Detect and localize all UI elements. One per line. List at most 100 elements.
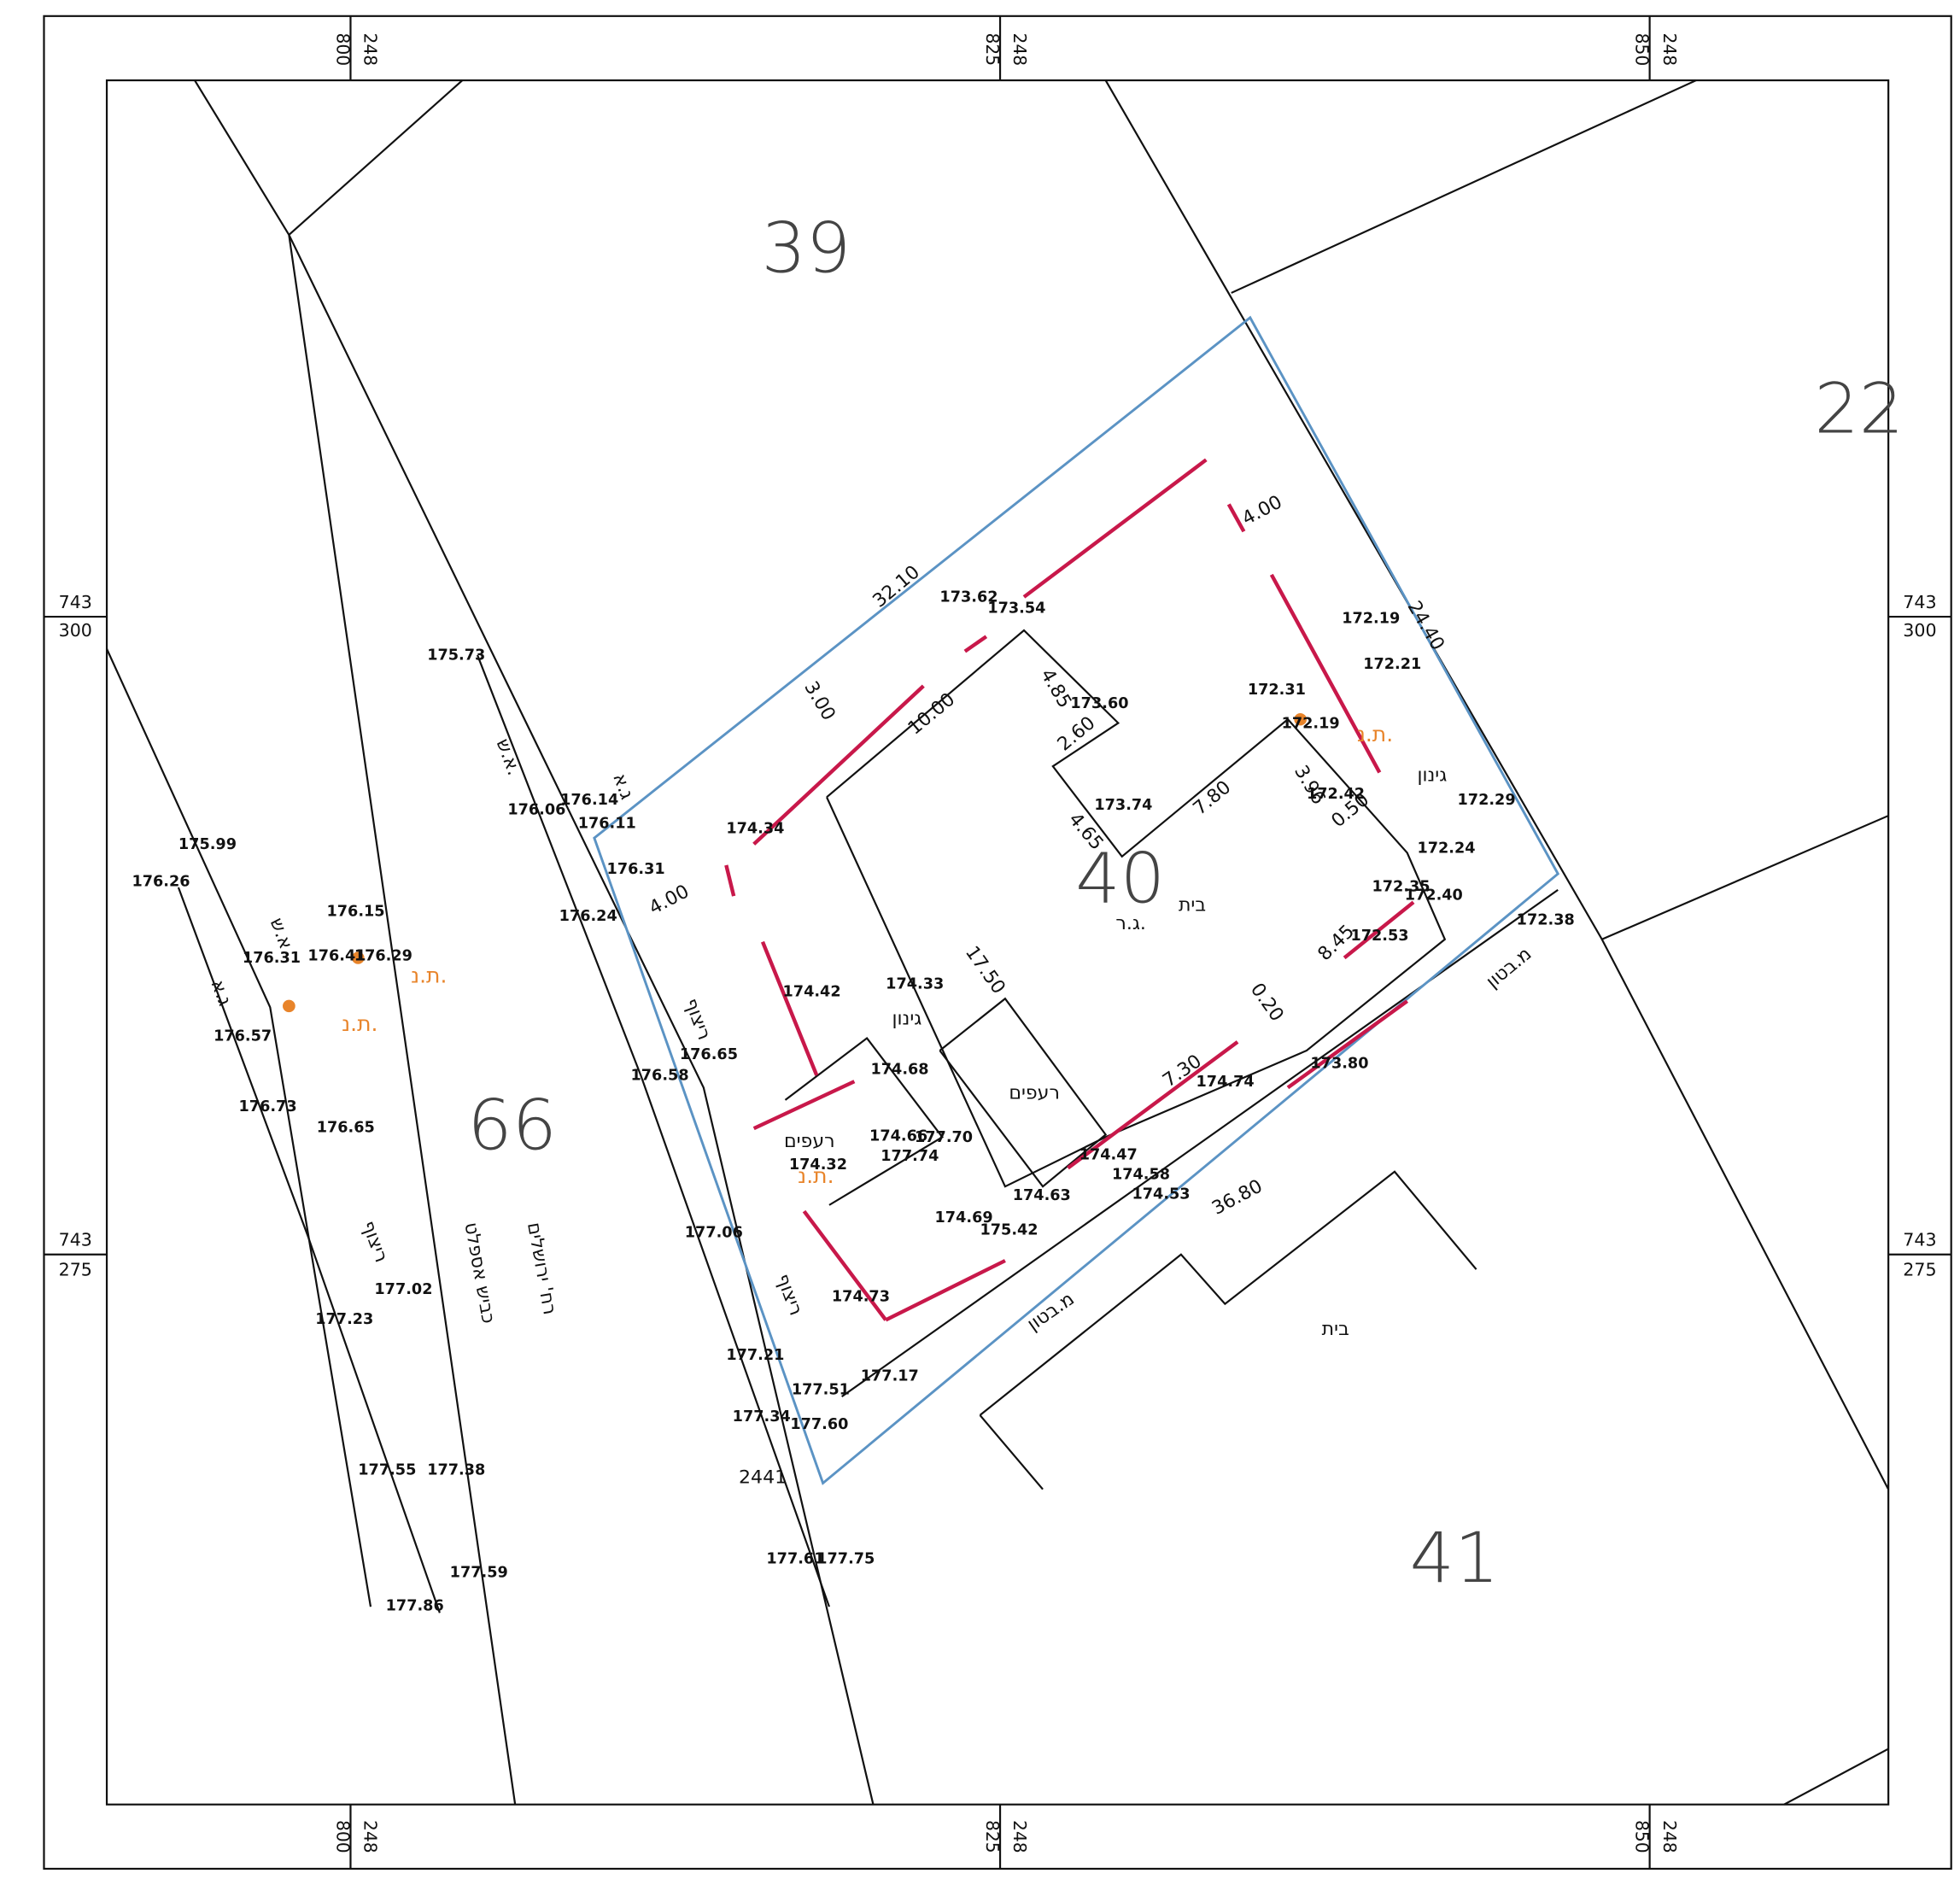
elevation: 172.21 <box>1363 656 1421 673</box>
elevation: 174.74 <box>1196 1074 1255 1091</box>
parcel-number: 39 <box>762 208 851 289</box>
elevation: 175.73 <box>427 647 485 664</box>
elevation: 177.23 <box>315 1311 373 1328</box>
elevation: 176.11 <box>578 816 636 833</box>
elevation: 177.21 <box>726 1347 784 1364</box>
elevation: 173.80 <box>1310 1055 1368 1072</box>
grid-label: 300 <box>59 620 92 641</box>
elevation: 173.62 <box>939 589 998 606</box>
elevation: 177.38 <box>427 1461 485 1478</box>
dimension: 32.10 <box>869 562 924 612</box>
survey-points <box>283 712 1307 1013</box>
grid-label: 800 <box>332 1820 353 1853</box>
elevation: 176.65 <box>317 1120 375 1137</box>
elevation: 172.35 <box>1372 878 1431 895</box>
marker-label: ת.נ. <box>411 963 447 988</box>
elevation: 177.17 <box>861 1367 919 1385</box>
grid-ticks <box>44 15 1951 1869</box>
elevation: 177.86 <box>386 1598 444 1615</box>
marker-label: ת.נ. <box>798 1163 834 1188</box>
parcel-boundary <box>593 315 1560 1485</box>
elevation: 176.31 <box>607 861 665 878</box>
elevation: 174.68 <box>871 1062 929 1079</box>
elevation: 177.74 <box>881 1148 939 1165</box>
elevation: 177.51 <box>792 1381 850 1398</box>
elevation: 172.19 <box>1342 610 1400 627</box>
dimension: 17.50 <box>961 942 1009 998</box>
grid-label: 248 <box>360 1820 381 1853</box>
elevation: 173.74 <box>1094 797 1152 814</box>
map-label: בית <box>1179 895 1206 916</box>
elevation: 174.63 <box>1013 1187 1071 1204</box>
grid-label: 275 <box>59 1260 92 1280</box>
elevation: 177.70 <box>915 1129 973 1146</box>
elevation: 174.69 <box>935 1209 993 1227</box>
dimension: 36.80 <box>1208 1176 1267 1220</box>
grid-label: 743 <box>59 592 92 612</box>
grid-label: 800 <box>332 33 353 67</box>
grid-label: 850 <box>1631 33 1652 67</box>
elevation: 174.58 <box>1112 1167 1170 1184</box>
outer-frame <box>43 15 1952 1871</box>
elevation: 174.32 <box>789 1156 847 1174</box>
dimension: 4.85 <box>1036 665 1075 711</box>
elevation: 174.34 <box>726 820 784 837</box>
grid-label: 300 <box>1903 620 1936 641</box>
map-label: 2441 <box>739 1467 787 1489</box>
elevation: 174.33 <box>886 976 944 993</box>
elevation: 177.34 <box>733 1408 791 1426</box>
grid-label: 850 <box>1631 1820 1652 1853</box>
dimension: 4.00 <box>1238 492 1285 530</box>
elevation: 174.53 <box>1132 1186 1191 1203</box>
dimension: 3.00 <box>799 678 839 724</box>
grid-label: 825 <box>982 1820 1003 1853</box>
map-label: ריצוף <box>680 996 715 1043</box>
grid-label: 825 <box>982 33 1003 67</box>
grid-label: 248 <box>360 33 381 67</box>
elevation: 172.29 <box>1458 792 1516 809</box>
elevation: 174.42 <box>783 983 841 1000</box>
map-label: ג.ר. <box>1115 913 1146 934</box>
map-label: ריצוף <box>357 1218 392 1265</box>
map-label: א.ש. <box>491 736 524 779</box>
elevation: 177.59 <box>450 1565 508 1582</box>
grid-label: 743 <box>1903 592 1936 612</box>
elevation: 176.06 <box>507 802 565 819</box>
inner-frame <box>105 79 1890 1806</box>
elevation: 172.53 <box>1350 928 1408 945</box>
elevation: 173.54 <box>987 600 1045 618</box>
map-label: רעפים <box>1009 1083 1060 1104</box>
elevation: 172.38 <box>1517 912 1575 929</box>
elevation: 176.73 <box>239 1098 297 1115</box>
elevation: 177.06 <box>685 1225 743 1242</box>
elevation: 172.42 <box>1307 786 1365 803</box>
elevation: 172.24 <box>1417 840 1475 858</box>
elevation: 177.75 <box>816 1551 875 1568</box>
elevation: 174.66 <box>869 1128 927 1145</box>
elevation: 176.29 <box>354 947 412 964</box>
map-label: מ.בטון <box>1482 944 1536 993</box>
elevation: 176.31 <box>243 950 301 967</box>
parcel-number: 22 <box>1814 369 1904 449</box>
elevation: 173.60 <box>1070 695 1128 712</box>
parcel-number: 40 <box>1075 839 1165 919</box>
red-lines <box>724 458 1415 1322</box>
elevation: 174.47 <box>1079 1146 1138 1163</box>
grid-label: 743 <box>59 1230 92 1250</box>
elevation: 176.15 <box>326 903 384 920</box>
elevation: 176.57 <box>214 1028 272 1045</box>
dimension: 0.20 <box>1246 980 1288 1026</box>
map-label: כביש אספלט <box>459 1221 499 1325</box>
map-label: רעפים <box>784 1131 835 1152</box>
marker-label: ת.נ. <box>1357 722 1393 746</box>
parcel-lines <box>106 79 1890 1806</box>
elevation: 172.40 <box>1405 887 1463 905</box>
grid-label: 275 <box>1903 1260 1936 1280</box>
elevation: 172.31 <box>1248 682 1306 699</box>
marker-label: ת.נ. <box>342 1011 377 1036</box>
grid-label: 248 <box>1009 1820 1030 1853</box>
map-label: ריצוף <box>771 1271 806 1318</box>
elevation: 177.60 <box>790 1416 848 1433</box>
elevation: 174.73 <box>832 1289 890 1306</box>
